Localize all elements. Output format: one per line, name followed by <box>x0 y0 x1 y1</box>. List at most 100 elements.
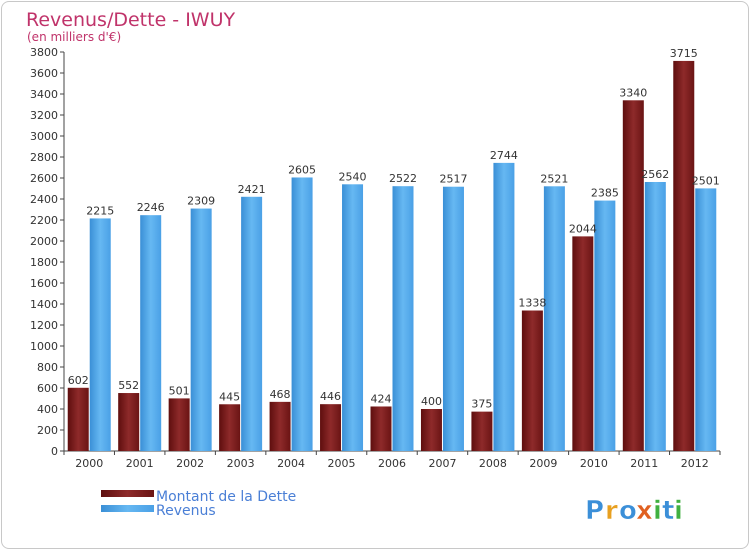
legend: Montant de la Dette Revenus <box>101 489 296 519</box>
data-label-revenus: 2517 <box>439 173 467 186</box>
data-label-debt: 445 <box>219 390 240 403</box>
y-tick-label: 2600 <box>30 172 58 185</box>
x-tick-label: 2002 <box>176 457 204 470</box>
data-label-revenus: 2522 <box>389 172 417 185</box>
data-label-debt: 2044 <box>569 222 597 235</box>
bar-debt <box>118 393 140 451</box>
chart-title: Revenus/Dette - IWUY <box>26 9 235 31</box>
legend-swatch-revenus <box>101 505 154 512</box>
x-tick-label: 2011 <box>630 457 658 470</box>
bar-revenus <box>190 208 212 451</box>
chart-subtitle: (en milliers d'€) <box>27 30 121 44</box>
bar-revenus <box>644 181 666 452</box>
x-tick-label: 2008 <box>479 457 507 470</box>
bar-revenus <box>493 162 515 451</box>
bar-debt <box>572 236 594 451</box>
bar-revenus <box>140 215 162 451</box>
y-tick-label: 2200 <box>30 214 58 227</box>
data-label-revenus: 2521 <box>540 172 568 185</box>
legend-label-revenus: Revenus <box>156 503 216 519</box>
x-tick-label: 2003 <box>227 457 255 470</box>
data-label-debt: 3340 <box>619 86 647 99</box>
data-label-revenus: 2421 <box>238 183 266 196</box>
x-tick-label: 2006 <box>378 457 406 470</box>
bar-debt <box>168 398 190 451</box>
logo-letter: x <box>636 496 653 526</box>
data-label-revenus: 2385 <box>591 187 619 200</box>
bar-debt <box>67 387 89 451</box>
data-label-revenus: 2744 <box>490 149 518 162</box>
bars <box>67 60 717 452</box>
y-tick-label: 0 <box>51 445 58 458</box>
y-tick-label: 1200 <box>30 319 58 332</box>
y-tick-label: 1000 <box>30 340 58 353</box>
y-tick-label: 2400 <box>30 193 58 206</box>
data-label-debt: 602 <box>68 374 89 387</box>
bar-debt <box>320 404 342 451</box>
y-tick-label: 400 <box>37 403 58 416</box>
bar-revenus <box>392 186 414 451</box>
bar-revenus <box>342 184 364 452</box>
x-tick-label: 2009 <box>529 457 557 470</box>
logo-letter: t <box>662 496 674 526</box>
y-tick-label: 2800 <box>30 151 58 164</box>
axes: 0 200 400 600 800 1000 1200 1400 1600 1800 2000 220… <box>30 46 721 470</box>
bar-revenus <box>241 196 263 451</box>
data-label-revenus: 2501 <box>692 174 720 187</box>
logo-letter: o <box>619 496 637 526</box>
bar-debt <box>370 406 392 451</box>
bar-revenus <box>543 186 565 452</box>
logo-letter: P <box>585 496 604 526</box>
bar-debt <box>521 310 543 451</box>
data-label-revenus: 2215 <box>86 204 114 217</box>
bar-revenus <box>291 177 313 451</box>
y-tick-label: 3000 <box>30 130 58 143</box>
bar-debt <box>673 60 695 452</box>
data-label-debt: 375 <box>471 398 492 411</box>
y-tick-label: 3400 <box>30 88 58 101</box>
bar-debt <box>219 404 241 451</box>
logo-letter: r <box>605 496 618 526</box>
x-tick-label: 2005 <box>328 457 356 470</box>
x-tick-label: 2004 <box>277 457 305 470</box>
data-label-debt: 424 <box>371 392 392 405</box>
x-tick-label: 2012 <box>681 457 709 470</box>
x-tick-label: 2001 <box>126 457 154 470</box>
data-label-revenus: 2309 <box>187 195 215 208</box>
bar-revenus <box>695 188 717 451</box>
logo-letter: i <box>653 496 662 526</box>
data-label-debt: 446 <box>320 390 341 403</box>
legend-label-debt: Montant de la Dette <box>156 489 296 505</box>
data-labels: 602 2215 552 2246 501 2309 445 2421 468 2605 446 25… <box>68 47 720 411</box>
data-label-debt: 1338 <box>518 297 546 310</box>
bar-debt <box>471 411 493 451</box>
bar-revenus <box>594 200 616 451</box>
x-tick-label: 2000 <box>75 457 103 470</box>
data-label-debt: 468 <box>270 388 291 401</box>
y-tick-label: 800 <box>37 361 58 374</box>
y-tick-label: 3800 <box>30 46 58 59</box>
legend-swatch-debt <box>101 490 154 497</box>
logo-letter: i <box>674 496 683 526</box>
y-tick-label: 2000 <box>30 235 58 248</box>
data-label-debt: 501 <box>169 384 190 397</box>
data-label-revenus: 2246 <box>137 201 165 214</box>
bar-debt <box>269 401 291 451</box>
y-tick-label: 1600 <box>30 277 58 290</box>
data-label-debt: 552 <box>118 379 139 392</box>
x-tick-label: 2007 <box>428 457 456 470</box>
data-label-revenus: 2540 <box>339 170 367 183</box>
data-label-debt: 400 <box>421 395 442 408</box>
y-tick-label: 3600 <box>30 67 58 80</box>
bar-debt <box>420 409 442 451</box>
y-tick-label: 3200 <box>30 109 58 122</box>
bar-revenus <box>442 186 464 451</box>
y-tick-label: 1800 <box>30 256 58 269</box>
data-label-revenus: 2562 <box>641 168 669 181</box>
y-tick-label: 200 <box>37 424 58 437</box>
data-label-revenus: 2605 <box>288 163 316 176</box>
x-tick-label: 2010 <box>580 457 608 470</box>
